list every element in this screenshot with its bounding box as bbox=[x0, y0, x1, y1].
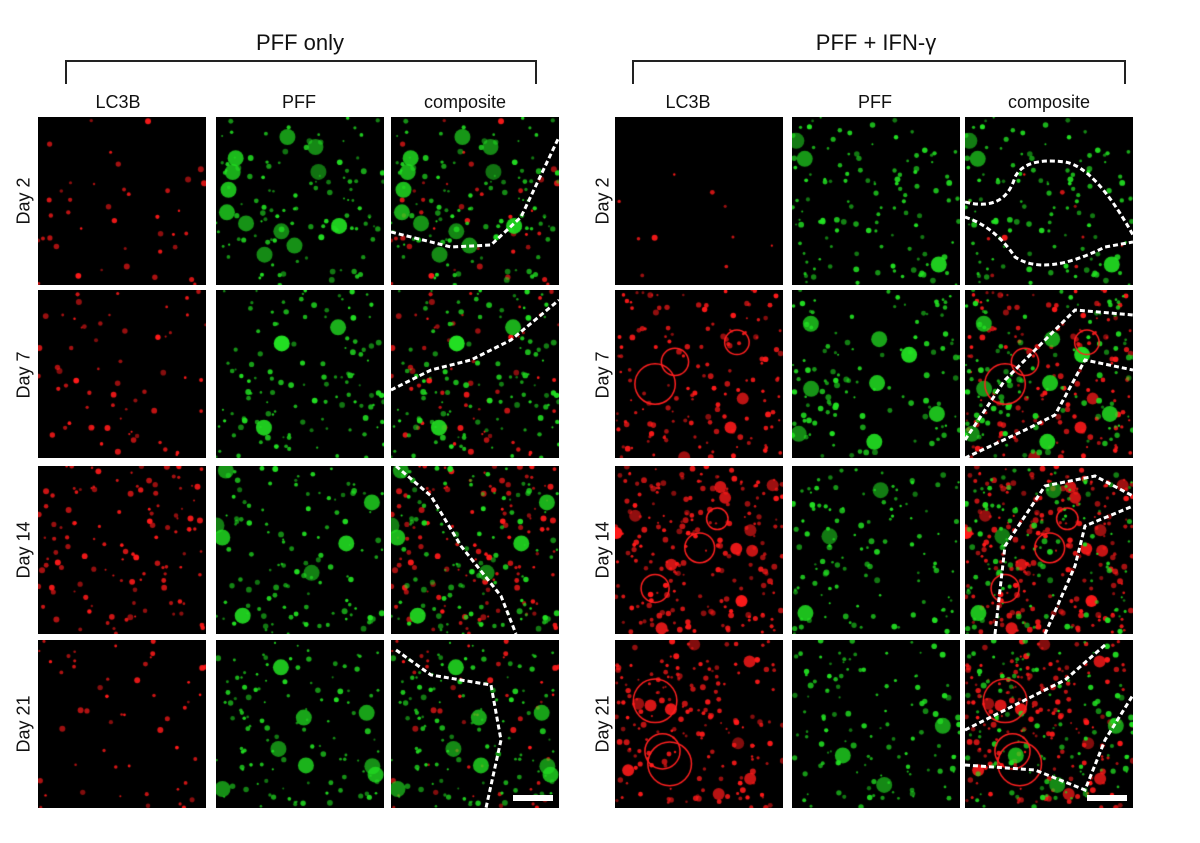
column-label: PFF bbox=[282, 92, 316, 112]
composite-image-day-2 bbox=[391, 117, 559, 285]
composite-image-day-14 bbox=[965, 466, 1133, 634]
column-label: LC3B bbox=[95, 92, 141, 112]
scale-bar bbox=[1087, 795, 1127, 801]
cell-outline bbox=[965, 308, 1133, 458]
pff-image-day-7 bbox=[216, 290, 384, 458]
row-label: Day 2 bbox=[13, 177, 34, 225]
lc3b-image-day-21 bbox=[615, 640, 783, 808]
lc3b-image-day-14 bbox=[615, 466, 783, 634]
group-title-pff-only: PFF only bbox=[255, 30, 345, 55]
cell-outline bbox=[391, 298, 559, 392]
scale-bar bbox=[513, 795, 553, 801]
group-bracket bbox=[632, 60, 1126, 84]
lc3b-image-day-14 bbox=[38, 466, 206, 634]
row-label: Day 14 bbox=[592, 521, 613, 579]
lc3b-image-day-7 bbox=[615, 290, 783, 458]
cell-outline bbox=[965, 643, 1133, 792]
lc3b-image-day-21 bbox=[38, 640, 206, 808]
pff-image-day-7 bbox=[792, 290, 960, 458]
row-label: Day 7 bbox=[592, 351, 613, 399]
row-label: Day 21 bbox=[592, 695, 613, 753]
pff-image-day-14 bbox=[216, 466, 384, 634]
column-label: LC3B bbox=[665, 92, 711, 112]
row-label: Day 21 bbox=[13, 695, 34, 753]
composite-image-day-7 bbox=[391, 290, 559, 458]
row-label: Day 2 bbox=[592, 177, 613, 225]
pff-image-day-2 bbox=[792, 117, 960, 285]
pff-image-day-21 bbox=[216, 640, 384, 808]
column-label: composite bbox=[1007, 92, 1091, 112]
row-label: Day 7 bbox=[13, 351, 34, 399]
lc3b-image-day-2 bbox=[615, 117, 783, 285]
lc3b-image-day-2 bbox=[38, 117, 206, 285]
group-bracket bbox=[65, 60, 537, 84]
composite-image-day-7 bbox=[965, 290, 1133, 458]
column-label: PFF bbox=[858, 92, 892, 112]
cell-outline bbox=[965, 159, 1133, 267]
pff-image-day-21 bbox=[792, 640, 960, 808]
pff-image-day-2 bbox=[216, 117, 384, 285]
composite-image-day-21 bbox=[391, 640, 559, 808]
lc3b-image-day-7 bbox=[38, 290, 206, 458]
composite-image-day-21 bbox=[965, 640, 1133, 808]
cell-outline bbox=[395, 648, 503, 808]
cell-outline bbox=[395, 466, 518, 634]
row-label: Day 14 bbox=[13, 521, 34, 579]
column-label: composite bbox=[423, 92, 507, 112]
pff-image-day-14 bbox=[792, 466, 960, 634]
composite-image-day-14 bbox=[391, 466, 559, 634]
cell-outline bbox=[993, 474, 1133, 634]
composite-image-day-2 bbox=[965, 117, 1133, 285]
cell-outline bbox=[391, 136, 559, 249]
group-title-pff-ifn: PFF + IFN-γ bbox=[815, 30, 937, 55]
